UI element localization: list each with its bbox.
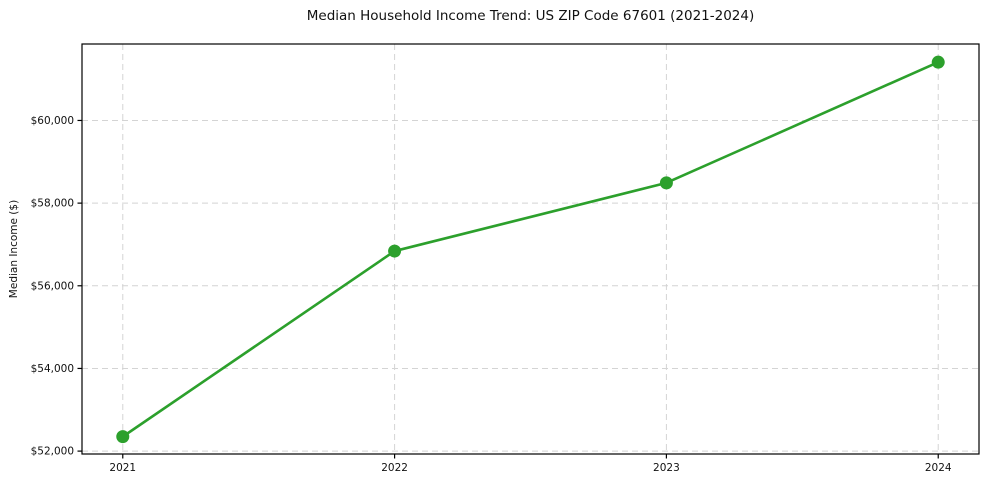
x-tick-label: 2022 xyxy=(381,462,408,474)
x-tick-label: 2021 xyxy=(109,462,136,474)
x-tick-label: 2024 xyxy=(925,462,952,474)
y-tick-label: $52,000 xyxy=(31,446,74,458)
y-tick-label: $56,000 xyxy=(31,280,74,292)
trend-line xyxy=(121,60,940,438)
data-point-2022 xyxy=(388,244,402,258)
y-tick-label: $58,000 xyxy=(31,198,74,210)
plot-border xyxy=(81,43,980,455)
y-tick-label: $60,000 xyxy=(31,115,74,127)
data-point-2023 xyxy=(659,176,673,190)
data-point-2024 xyxy=(931,55,945,69)
chart-title: Median Household Income Trend: US ZIP Co… xyxy=(306,8,755,24)
x-tick-label: 2023 xyxy=(653,462,680,474)
y-tick-label: $54,000 xyxy=(31,363,74,375)
data-point-2021 xyxy=(116,430,130,444)
